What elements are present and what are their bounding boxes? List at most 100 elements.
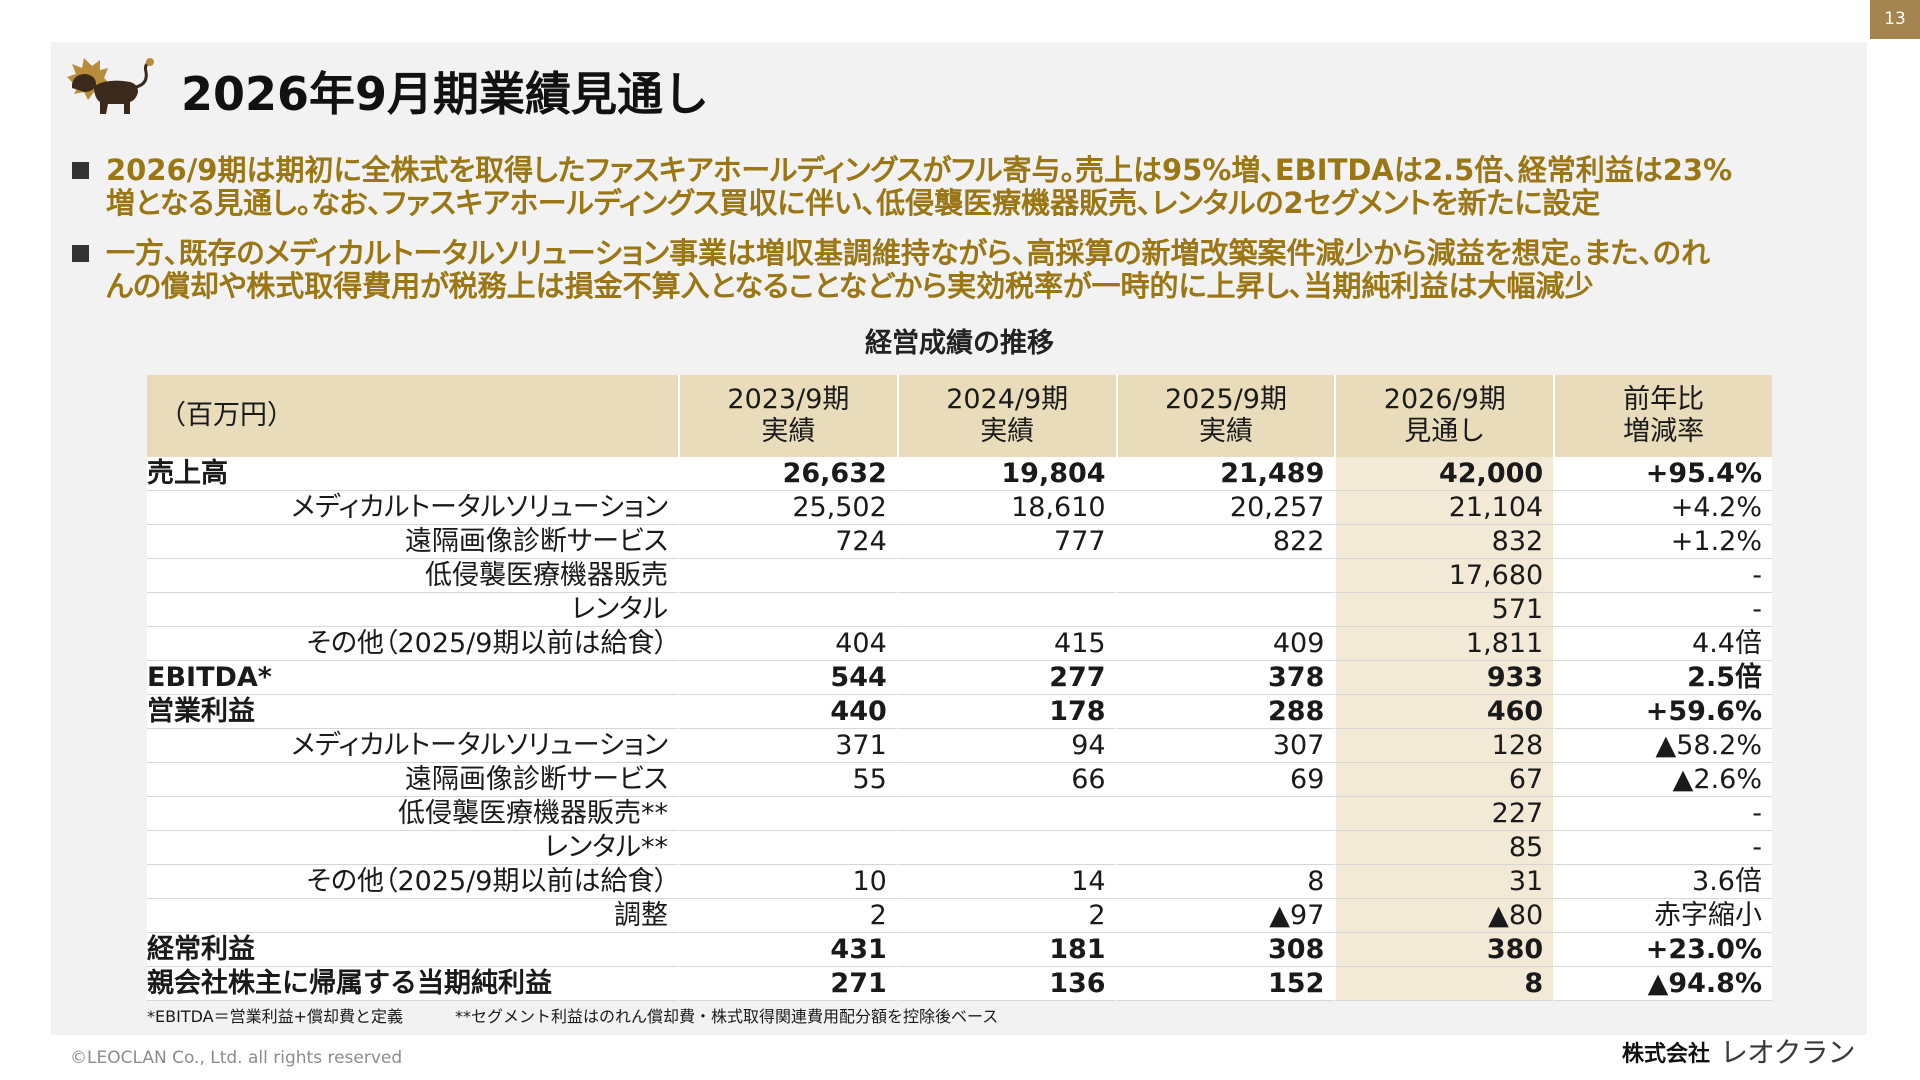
row-label: 親会社株主に帰属する当期純利益 bbox=[147, 967, 678, 1001]
value-fy2026-forecast: 933 bbox=[1334, 661, 1554, 695]
value-fy2024: 136 bbox=[896, 967, 1116, 1001]
lion-tail-tuft bbox=[146, 58, 154, 66]
value-fy2023: 404 bbox=[678, 627, 897, 661]
value-fy2025: 20,257 bbox=[1115, 491, 1335, 525]
table-row-sub: 遠隔画像診断サービス 55 66 69 67 ▲2.6% bbox=[147, 763, 1772, 797]
value-fy2026-forecast: 21,104 bbox=[1334, 491, 1554, 525]
value-fy2026-forecast: 128 bbox=[1334, 729, 1554, 763]
bullet-item: 2026/9期は期初に全株式を取得したファスキアホールディングスがフル寄与。売上… bbox=[72, 154, 1867, 220]
value-yoy-change: - bbox=[1553, 559, 1772, 593]
table-row-total: 親会社株主に帰属する当期純利益 271 136 152 8 ▲94.8% bbox=[147, 967, 1772, 1001]
value-fy2026-forecast: 85 bbox=[1334, 831, 1554, 865]
value-fy2024 bbox=[896, 831, 1116, 865]
company-logo: 株式会社 レオクラン bbox=[1622, 1034, 1855, 1070]
column-header-basis: 増減率 bbox=[1623, 416, 1705, 447]
value-fy2023: 544 bbox=[678, 661, 897, 695]
value-fy2025: 307 bbox=[1115, 729, 1335, 763]
lion-tail bbox=[135, 61, 150, 89]
value-yoy-change: +95.4% bbox=[1553, 457, 1772, 491]
value-yoy-change: - bbox=[1553, 831, 1772, 865]
row-label: レンタル bbox=[147, 593, 678, 627]
value-fy2023: 10 bbox=[678, 865, 897, 899]
value-yoy-change: ▲2.6% bbox=[1553, 763, 1772, 797]
value-yoy-change: +59.6% bbox=[1553, 695, 1772, 729]
table-row-sub: その他（2025/9期以前は給食） 404 415 409 1,811 4.4倍 bbox=[147, 627, 1772, 661]
page-number: 13 bbox=[1870, 0, 1920, 39]
bullet-item: 一方、既存のメディカルトータルソリューション事業は増収基調維持ながら、高採算の新… bbox=[72, 237, 1867, 303]
row-label: その他（2025/9期以前は給食） bbox=[147, 865, 678, 899]
value-fy2024: 18,610 bbox=[896, 491, 1116, 525]
value-fy2024 bbox=[896, 593, 1116, 627]
table-row-sub: レンタル 571- bbox=[147, 593, 1772, 627]
table-row-total: 経常利益 431 181 308 380 +23.0% bbox=[147, 933, 1772, 967]
table-row-sub: 遠隔画像診断サービス 724 777 822 832 +1.2% bbox=[147, 525, 1772, 559]
value-yoy-change: - bbox=[1553, 797, 1772, 831]
copyright-notice: ©LEOCLAN Co., Ltd. all rights reserved bbox=[70, 1048, 403, 1068]
table-row-total: EBITDA* 544 277 378 933 2.5倍 bbox=[147, 661, 1772, 695]
value-yoy-change: 赤字縮小 bbox=[1553, 899, 1772, 933]
table-row-total: 売上高 26,632 19,804 21,489 42,000 +95.4% bbox=[147, 457, 1772, 491]
table-row-sub: 調整 2 2 ▲97 ▲80 赤字縮小 bbox=[147, 899, 1772, 933]
row-label: EBITDA* bbox=[147, 661, 678, 695]
square-bullet-icon bbox=[72, 245, 89, 262]
row-label: メディカルトータルソリューション bbox=[147, 491, 678, 525]
value-yoy-change: +1.2% bbox=[1553, 525, 1772, 559]
value-yoy-change: - bbox=[1553, 593, 1772, 627]
value-fy2023: 26,632 bbox=[678, 457, 897, 491]
column-header-period: 前年比 bbox=[1623, 384, 1705, 415]
value-fy2023: 2 bbox=[678, 899, 897, 933]
value-yoy-change: 3.6倍 bbox=[1553, 865, 1772, 899]
value-fy2026-forecast: 42,000 bbox=[1334, 457, 1554, 491]
value-fy2026-forecast: 227 bbox=[1334, 797, 1554, 831]
value-fy2023: 55 bbox=[678, 763, 897, 797]
column-header-basis: 実績 bbox=[980, 416, 1035, 447]
value-fy2026-forecast: 17,680 bbox=[1334, 559, 1554, 593]
column-header-period: 2024/9期 bbox=[946, 384, 1069, 415]
bullet-text-line: 一方、既存のメディカルトータルソリューション事業は増収基調維持ながら、高採算の新… bbox=[106, 236, 1710, 270]
value-fy2025: 378 bbox=[1115, 661, 1335, 695]
value-yoy-change: 2.5倍 bbox=[1553, 661, 1772, 695]
value-fy2023 bbox=[678, 559, 897, 593]
table-row-sub: レンタル** 85- bbox=[147, 831, 1772, 865]
table-row-sub: 低侵襲医療機器販売** 227- bbox=[147, 797, 1772, 831]
table-row-sub: 低侵襲医療機器販売 17,680- bbox=[147, 559, 1772, 593]
value-fy2023 bbox=[678, 831, 897, 865]
value-fy2023: 271 bbox=[678, 967, 897, 1001]
row-label: その他（2025/9期以前は給食） bbox=[147, 627, 678, 661]
value-fy2023 bbox=[678, 797, 897, 831]
value-fy2023: 440 bbox=[678, 695, 897, 729]
value-fy2024: 66 bbox=[896, 763, 1116, 797]
row-label: レンタル** bbox=[147, 831, 678, 865]
value-fy2025: 152 bbox=[1115, 967, 1335, 1001]
value-fy2024: 181 bbox=[896, 933, 1116, 967]
value-fy2026-forecast: 31 bbox=[1334, 865, 1554, 899]
lion-body bbox=[94, 80, 138, 114]
value-fy2025: 822 bbox=[1115, 525, 1335, 559]
row-label: 遠隔画像診断サービス bbox=[147, 525, 678, 559]
lion-head bbox=[72, 74, 96, 92]
bullet-text-line: んの償却や株式取得費用が税務上は損金不算入となることなどから実効税率が一時的に上… bbox=[106, 269, 1594, 303]
value-fy2023: 25,502 bbox=[678, 491, 897, 525]
value-fy2024: 2 bbox=[896, 899, 1116, 933]
column-header-yoy: 前年比 増減率 bbox=[1553, 375, 1772, 457]
value-fy2025 bbox=[1115, 831, 1335, 865]
value-fy2026-forecast: 1,811 bbox=[1334, 627, 1554, 661]
value-fy2026-forecast: 67 bbox=[1334, 763, 1554, 797]
value-fy2026-forecast: 460 bbox=[1334, 695, 1554, 729]
value-yoy-change: 4.4倍 bbox=[1553, 627, 1772, 661]
row-label: 遠隔画像診断サービス bbox=[147, 763, 678, 797]
value-fy2026-forecast: ▲80 bbox=[1334, 899, 1554, 933]
value-fy2025 bbox=[1115, 797, 1335, 831]
value-fy2023 bbox=[678, 593, 897, 627]
table-title: 経営成績の推移 bbox=[865, 328, 1054, 359]
table-row-sub: その他（2025/9期以前は給食） 10 14 8 31 3.6倍 bbox=[147, 865, 1772, 899]
value-fy2025: ▲97 bbox=[1115, 899, 1335, 933]
value-fy2025 bbox=[1115, 593, 1335, 627]
row-label: 調整 bbox=[147, 899, 678, 933]
value-fy2024: 178 bbox=[896, 695, 1116, 729]
value-fy2026-forecast: 8 bbox=[1334, 967, 1554, 1001]
row-label: 営業利益 bbox=[147, 695, 678, 729]
value-fy2026-forecast: 380 bbox=[1334, 933, 1554, 967]
column-header-period: 2025/9期 bbox=[1164, 384, 1287, 415]
value-fy2025: 409 bbox=[1115, 627, 1335, 661]
